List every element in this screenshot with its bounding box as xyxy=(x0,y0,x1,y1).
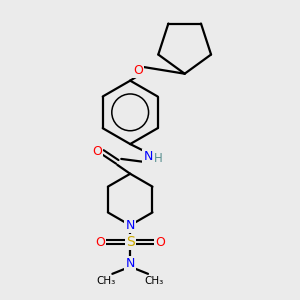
Text: H: H xyxy=(154,152,162,165)
Text: CH₃: CH₃ xyxy=(97,276,116,286)
Text: N: N xyxy=(125,257,135,270)
Text: CH₃: CH₃ xyxy=(144,276,164,286)
Text: N: N xyxy=(125,219,135,232)
Text: N: N xyxy=(143,150,153,164)
Text: O: O xyxy=(93,146,102,158)
Text: O: O xyxy=(95,236,105,249)
Text: O: O xyxy=(155,236,165,249)
Text: S: S xyxy=(126,235,135,249)
Text: O: O xyxy=(133,64,143,77)
